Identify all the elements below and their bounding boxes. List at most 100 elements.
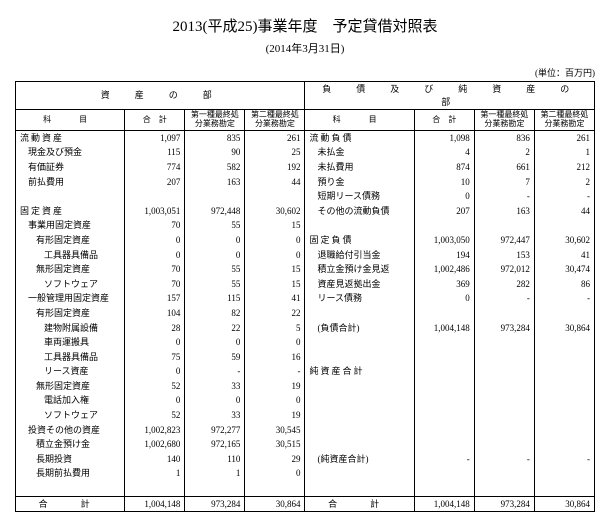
cell: 582: [185, 160, 245, 175]
unit-label: (単位：百万円): [15, 66, 595, 79]
cell: その他の流動負債: [305, 204, 414, 219]
cell: [534, 423, 594, 438]
cell: 115: [125, 145, 185, 160]
cell: リース債務: [305, 291, 414, 306]
cell: 33: [185, 379, 245, 394]
cell: 5: [245, 321, 305, 336]
table-row: 有価証券774582192未払費用874661212: [16, 160, 595, 175]
cell: 2: [534, 175, 594, 190]
cell: -: [185, 364, 245, 379]
cell: 44: [534, 204, 594, 219]
table-row: ソフトウェア705515資産見返拠出金36928286: [16, 277, 595, 292]
cell: [474, 350, 534, 365]
table-row: 一般管理用固定資産15711541リース債務0--: [16, 291, 595, 306]
cell: 157: [125, 291, 185, 306]
total-c-l: 30,864: [245, 496, 305, 512]
cell: 有形固定資産: [16, 306, 125, 321]
cell: 16: [245, 350, 305, 365]
total-label-r: 合 計: [305, 496, 414, 512]
cell: 1,003,050: [414, 233, 474, 248]
cell: 369: [414, 277, 474, 292]
cell: 30,474: [534, 262, 594, 277]
cell: 774: [125, 160, 185, 175]
cell: 15: [245, 277, 305, 292]
cell: [534, 335, 594, 350]
cell: 固定負債: [305, 233, 414, 248]
cell: [305, 218, 414, 233]
cell: [305, 437, 414, 452]
table-row: 投資その他の資産1,002,823972,27730,545: [16, 423, 595, 438]
cell: 流動負債: [305, 130, 414, 145]
cell: [305, 350, 414, 365]
cell: 207: [125, 175, 185, 190]
cell: 22: [245, 306, 305, 321]
cell: 44: [245, 175, 305, 190]
liabilities-section-head: 負 債 及 び 純 資 産 の 部: [305, 82, 595, 110]
cell: 194: [414, 248, 474, 263]
total-a-l: 1,004,148: [125, 496, 185, 512]
cell: 836: [474, 130, 534, 145]
cell: 55: [185, 262, 245, 277]
cell: [245, 189, 305, 204]
cell: [534, 306, 594, 321]
col-goukei-l: 合 計: [125, 110, 185, 131]
table-row: 長期投資14011029(純資産合計)---: [16, 452, 595, 467]
cell: 104: [125, 306, 185, 321]
cell: [185, 189, 245, 204]
table-row: 有形固定資産000固定負債1,003,050972,44730,602: [16, 233, 595, 248]
cell: ソフトウェア: [16, 277, 125, 292]
cell: [305, 379, 414, 394]
cell: 固定資産: [16, 204, 125, 219]
cell: [16, 189, 125, 204]
cell: 30,545: [245, 423, 305, 438]
cell: 0: [185, 233, 245, 248]
total-b-r: 973,284: [474, 496, 534, 512]
table-row: 短期リース債務0--: [16, 189, 595, 204]
table-row: 無形固定資産705515積立金預け金見返1,002,486972,01230,4…: [16, 262, 595, 277]
cell: [305, 481, 414, 496]
cell: [414, 481, 474, 496]
cell: (負債合計): [305, 321, 414, 336]
cell: 0: [125, 248, 185, 263]
cell: 972,448: [185, 204, 245, 219]
cell: 261: [245, 130, 305, 145]
cell: [305, 335, 414, 350]
table-row: リース資産0--純資産合計: [16, 364, 595, 379]
cell: [305, 393, 414, 408]
col-1-l: 第一種最終処分業務勘定: [185, 110, 245, 131]
cell: 0: [414, 291, 474, 306]
cell: 835: [185, 130, 245, 145]
cell: -: [474, 291, 534, 306]
cell: -: [534, 291, 594, 306]
cell: [414, 408, 474, 423]
cell: 0: [245, 335, 305, 350]
cell: 無形固定資産: [16, 262, 125, 277]
table-row: ソフトウェア523319: [16, 408, 595, 423]
cell: -: [534, 452, 594, 467]
cell: 59: [185, 350, 245, 365]
cell: 0: [245, 233, 305, 248]
cell: 110: [185, 452, 245, 467]
cell: [474, 364, 534, 379]
cell: 工具器具備品: [16, 248, 125, 263]
col-kamoku-l: 科 目: [16, 110, 125, 131]
cell: 0: [414, 189, 474, 204]
cell: [474, 335, 534, 350]
cell: (純資産合計): [305, 452, 414, 467]
cell: 153: [474, 248, 534, 263]
assets-section-head: 資 産 の 部: [16, 82, 305, 110]
table-row: 無形固定資産523319: [16, 379, 595, 394]
cell: 140: [125, 452, 185, 467]
cell: 1: [185, 466, 245, 481]
cell: 10: [414, 175, 474, 190]
cell: [125, 189, 185, 204]
cell: 車両運搬具: [16, 335, 125, 350]
cell: 建物附属設備: [16, 321, 125, 336]
cell: [534, 393, 594, 408]
cell: 19: [245, 379, 305, 394]
cell: 972,012: [474, 262, 534, 277]
cell: [534, 408, 594, 423]
cell: 30,602: [534, 233, 594, 248]
cell: 長期投資: [16, 452, 125, 467]
cell: 0: [125, 364, 185, 379]
